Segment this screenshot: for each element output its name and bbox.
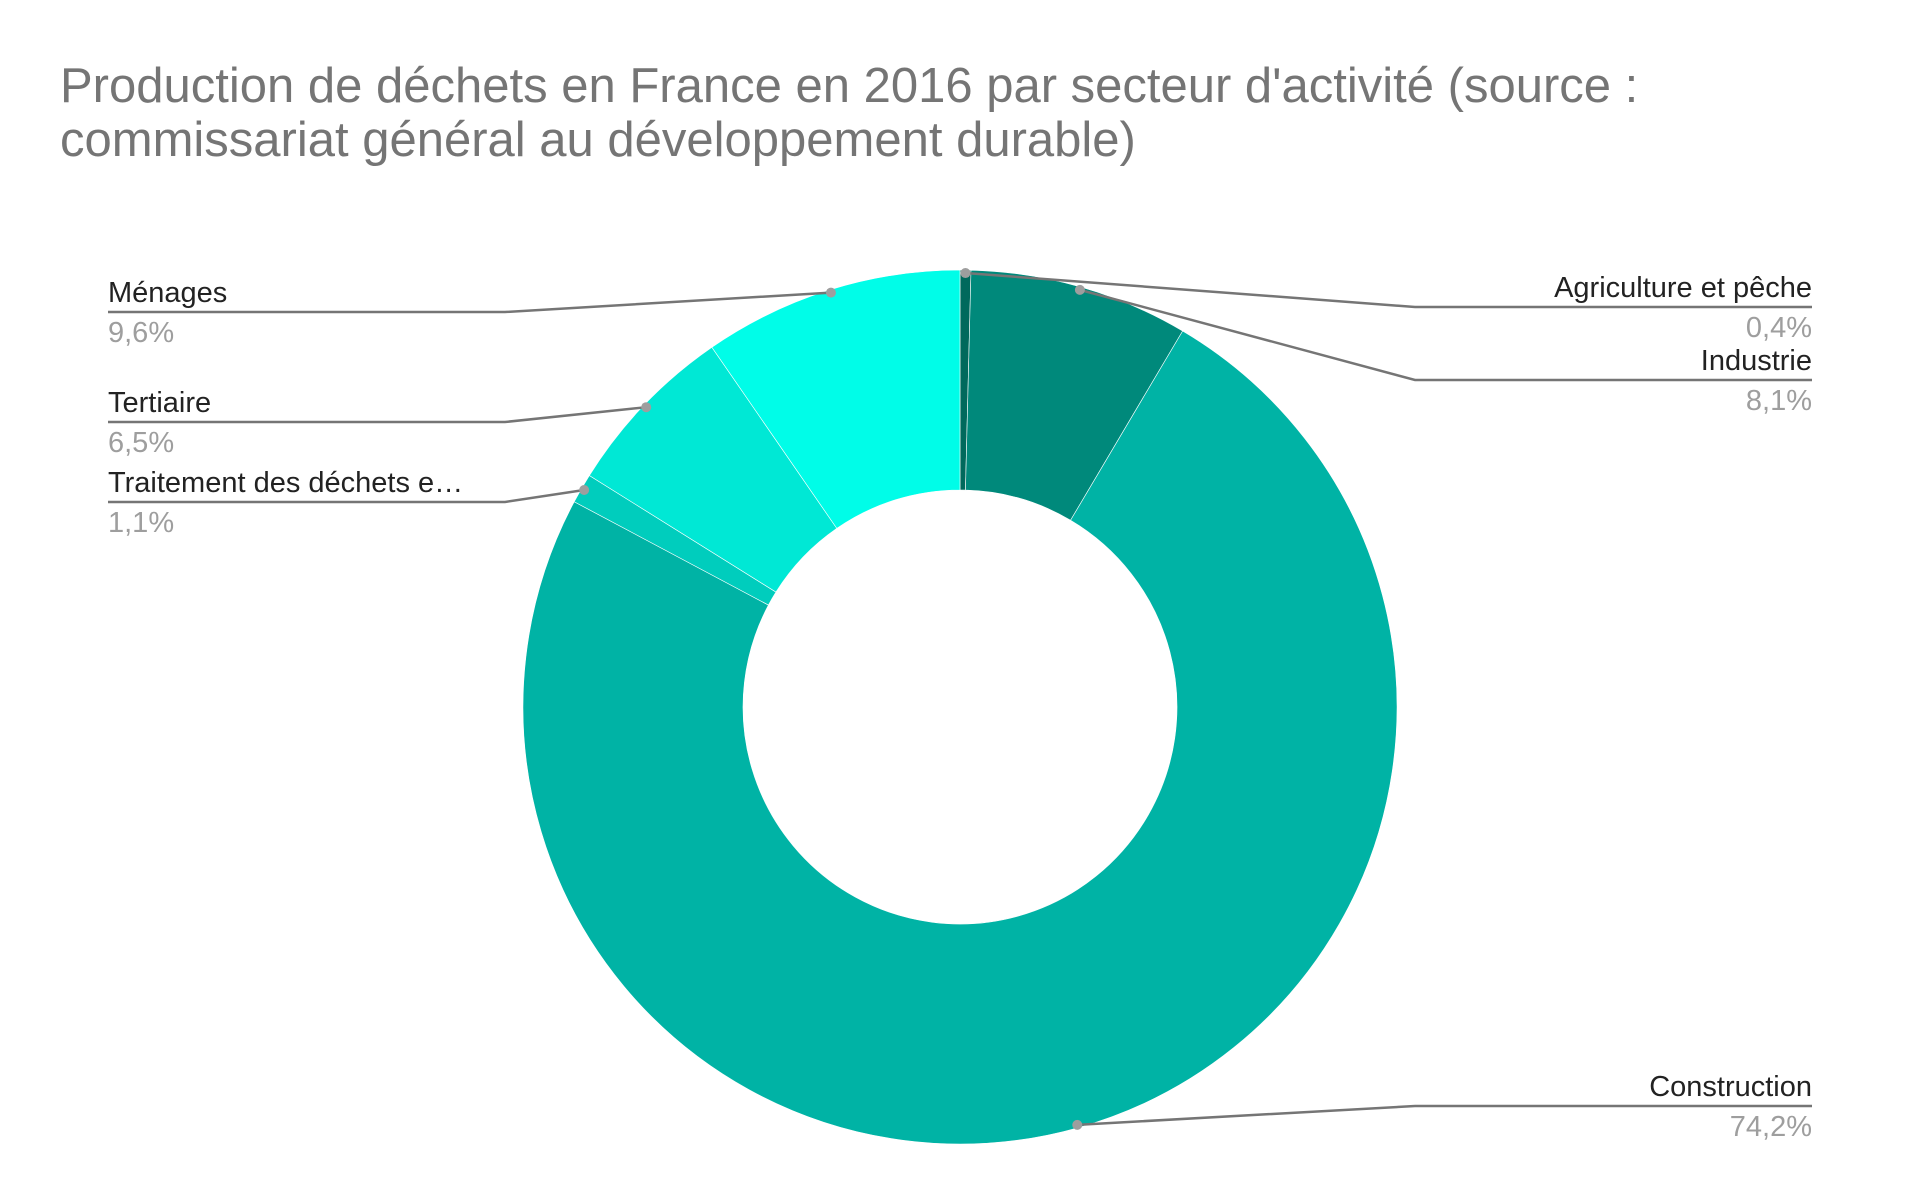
slice-value-agriculture-et-peche: 0,4%	[1746, 312, 1812, 344]
donut-slices	[522, 269, 1398, 1145]
slice-value-industrie: 8,1%	[1746, 385, 1812, 417]
chart-title: Production de déchets en France en 2016 …	[60, 59, 1652, 167]
slice-name-traitement-des-dechets-e: Traitement des déchets e…	[108, 467, 463, 499]
slice-menages[interactable]	[711, 269, 961, 529]
slice-construction[interactable]	[522, 330, 1398, 1145]
leader-dot-agriculture-et-peche	[960, 268, 971, 279]
leader-line-tertiaire	[108, 405, 647, 424]
leader-line-industrie	[1079, 288, 1812, 382]
leader-line-agriculture-et-peche	[965, 271, 1812, 309]
slice-value-tertiaire: 6,5%	[108, 427, 174, 459]
slice-labels: Agriculture et pêche 0,4%Industrie 8,1% Con…	[108, 268, 1812, 1143]
label-group-traitement-des-dechets-e: Traitement des déchets e… 1,1%	[108, 467, 590, 539]
label-group-construction: Construction 74,2%	[1072, 1071, 1812, 1143]
leader-dot-menages	[825, 287, 836, 298]
leader-line-construction	[1077, 1104, 1812, 1127]
leader-line-traitement-des-dechets-e	[108, 488, 585, 504]
chart-title-line-2: commissariat général au développement du…	[60, 113, 1136, 167]
leader-dot-construction	[1072, 1119, 1083, 1130]
leader-line-menages	[108, 291, 832, 314]
chart-title-line-1: Production de déchets en France en 2016 …	[60, 59, 1638, 113]
label-group-agriculture-et-peche: Agriculture et pêche 0,4%	[960, 268, 1812, 344]
slice-value-menages: 9,6%	[108, 317, 174, 349]
slice-value-traitement-des-dechets-e: 1,1%	[108, 507, 174, 539]
slice-name-menages: Ménages	[108, 277, 227, 309]
slice-name-construction: Construction	[1649, 1071, 1812, 1103]
label-group-tertiaire: Tertiaire 6,5%	[108, 387, 652, 459]
slice-name-tertiaire: Tertiaire	[108, 387, 211, 419]
label-group-industrie: Industrie 8,1%	[1074, 284, 1812, 417]
slice-name-industrie: Industrie	[1701, 345, 1812, 377]
leader-dot-industrie	[1074, 284, 1085, 295]
slice-value-construction: 74,2%	[1730, 1111, 1812, 1143]
leader-dot-traitement-des-dechets-e	[579, 485, 590, 495]
leader-dot-tertiaire	[641, 402, 652, 413]
label-group-menages: Ménages 9,6%	[108, 277, 836, 349]
slice-name-agriculture-et-peche: Agriculture et pêche	[1554, 272, 1812, 304]
